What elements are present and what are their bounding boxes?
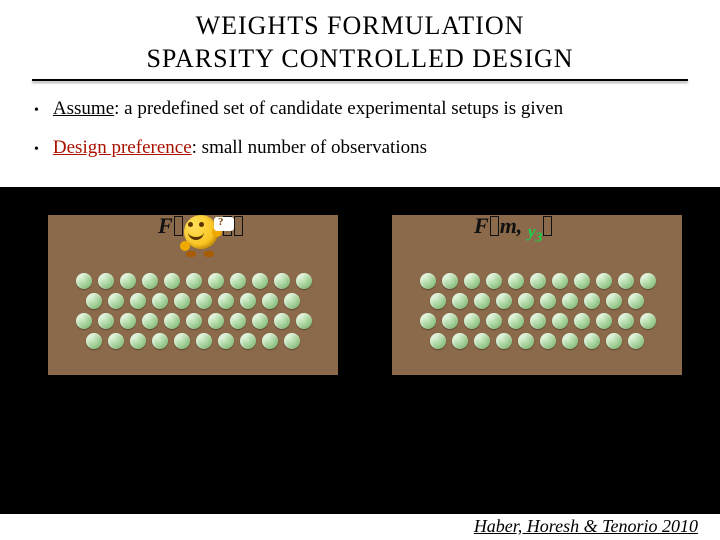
placeholder-box bbox=[490, 216, 499, 236]
formula-F: F bbox=[158, 213, 173, 238]
slide: WEIGHTS FORMULATION SPARSITY CONTROLLED … bbox=[0, 0, 720, 540]
bullet-lead: Design preference bbox=[53, 137, 192, 158]
formula-m: m, bbox=[500, 213, 523, 238]
bullet-item: • Assume: a predefined set of candidate … bbox=[34, 98, 686, 121]
citation: Haber, Horesh & Tenorio 2010 bbox=[0, 514, 720, 540]
panel-right: Fm, y3 bbox=[392, 215, 682, 375]
formula-y: y3 bbox=[528, 222, 543, 241]
formula-right: Fm, y3 bbox=[474, 213, 553, 246]
bullet-item: • Design preference: small number of obs… bbox=[34, 137, 686, 160]
title-line-1: WEIGHTS FORMULATION bbox=[0, 10, 720, 43]
placeholder-box bbox=[234, 216, 243, 236]
title-underline bbox=[32, 79, 688, 81]
title-block: WEIGHTS FORMULATION SPARSITY CONTROLLED … bbox=[0, 0, 720, 84]
placeholder-box bbox=[543, 216, 552, 236]
panels-area: F ? Fm, y3 bbox=[0, 191, 720, 423]
bullet-rest: : small number of observations bbox=[192, 137, 427, 158]
bullet-lead: Assume bbox=[53, 98, 114, 119]
bullet-marker: • bbox=[34, 101, 39, 121]
title-line-2: SPARSITY CONTROLLED DESIGN bbox=[0, 43, 720, 76]
thinking-emoji-icon: ? bbox=[178, 211, 224, 257]
bullet-text: Design preference: small number of obser… bbox=[53, 137, 427, 159]
bullet-marker: • bbox=[34, 140, 39, 160]
dot-grid-left bbox=[76, 273, 312, 353]
bullet-list: • Assume: a predefined set of candidate … bbox=[0, 84, 720, 187]
bullet-rest: : a predefined set of candidate experime… bbox=[114, 98, 563, 119]
dot-grid-right bbox=[420, 273, 656, 353]
panel-left: F ? bbox=[48, 215, 338, 375]
formula-F: F bbox=[474, 213, 489, 238]
bullet-text: Assume: a predefined set of candidate ex… bbox=[53, 98, 563, 120]
